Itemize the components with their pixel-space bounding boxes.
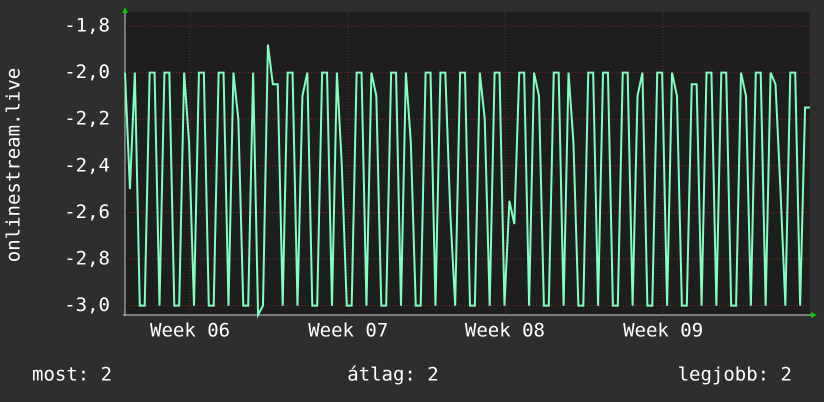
y-tick-label: -2,0 — [64, 61, 110, 83]
x-arrow — [811, 312, 817, 318]
data-line — [124, 44, 810, 319]
y-tick-label: -2,2 — [64, 108, 110, 130]
y-arrow — [122, 7, 128, 13]
y-tick-label: -2,6 — [64, 201, 110, 223]
x-tick-label: Week 09 — [623, 320, 703, 342]
legend-avg: átlag: 2 — [347, 364, 439, 386]
x-tick-label: Week 07 — [308, 320, 388, 342]
y-axis-label: onlinestream.live — [3, 68, 25, 262]
y-tick-label: -3,0 — [64, 294, 110, 316]
x-tick-label: Week 06 — [150, 320, 230, 342]
y-tick-label: -1,8 — [64, 14, 110, 36]
legend-max: legjobb: 2 — [678, 364, 792, 386]
legend-now: most: 2 — [32, 364, 112, 386]
y-tick-label: -2,8 — [64, 248, 110, 270]
x-tick-label: Week 08 — [465, 320, 545, 342]
y-tick-label: -2,4 — [64, 154, 110, 176]
